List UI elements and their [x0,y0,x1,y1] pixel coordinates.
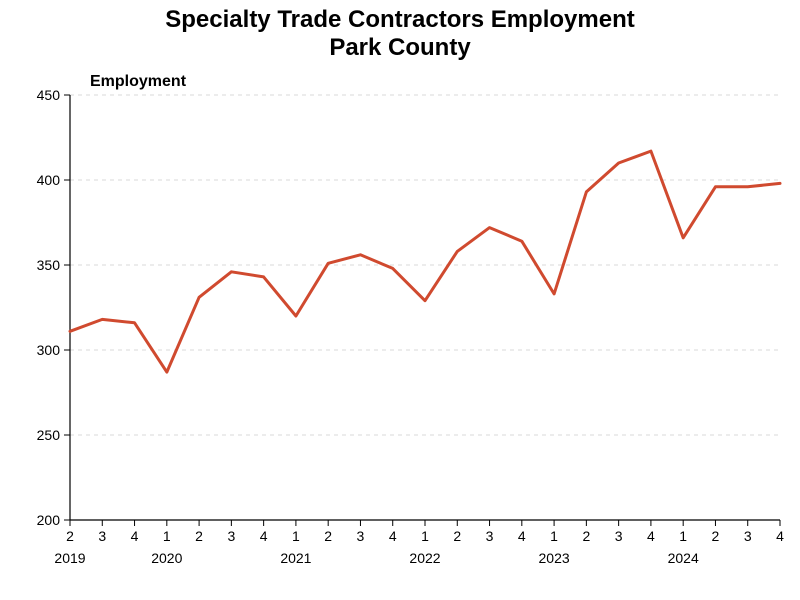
y-tick-label: 350 [37,257,60,273]
y-tick-label: 200 [37,512,60,528]
x-quarter-label: 1 [550,528,558,544]
x-year-label: 2021 [280,550,311,566]
x-year-label: 2024 [668,550,699,566]
x-quarter-label: 2 [324,528,332,544]
x-quarter-label: 1 [679,528,687,544]
x-quarter-label: 2 [582,528,590,544]
y-tick-label: 450 [37,87,60,103]
x-quarter-label: 4 [131,528,139,544]
x-quarter-label: 2 [195,528,203,544]
chart-svg [0,0,800,600]
y-tick-label: 400 [37,172,60,188]
x-year-label: 2023 [539,550,570,566]
x-quarter-label: 3 [227,528,235,544]
x-quarter-label: 1 [292,528,300,544]
x-year-label: 2022 [409,550,440,566]
x-quarter-label: 1 [421,528,429,544]
x-quarter-label: 4 [647,528,655,544]
x-year-label: 2019 [54,550,85,566]
y-tick-label: 300 [37,342,60,358]
y-tick-label: 250 [37,427,60,443]
x-quarter-label: 2 [453,528,461,544]
x-quarter-label: 3 [744,528,752,544]
x-quarter-label: 3 [357,528,365,544]
x-quarter-label: 4 [776,528,784,544]
x-quarter-label: 4 [518,528,526,544]
x-quarter-label: 2 [712,528,720,544]
x-quarter-label: 4 [260,528,268,544]
x-quarter-label: 3 [98,528,106,544]
x-quarter-label: 3 [486,528,494,544]
chart-container: Specialty Trade Contractors Employment P… [0,0,800,600]
x-quarter-label: 3 [615,528,623,544]
x-year-label: 2020 [151,550,182,566]
x-quarter-label: 4 [389,528,397,544]
x-quarter-label: 2 [66,528,74,544]
x-quarter-label: 1 [163,528,171,544]
